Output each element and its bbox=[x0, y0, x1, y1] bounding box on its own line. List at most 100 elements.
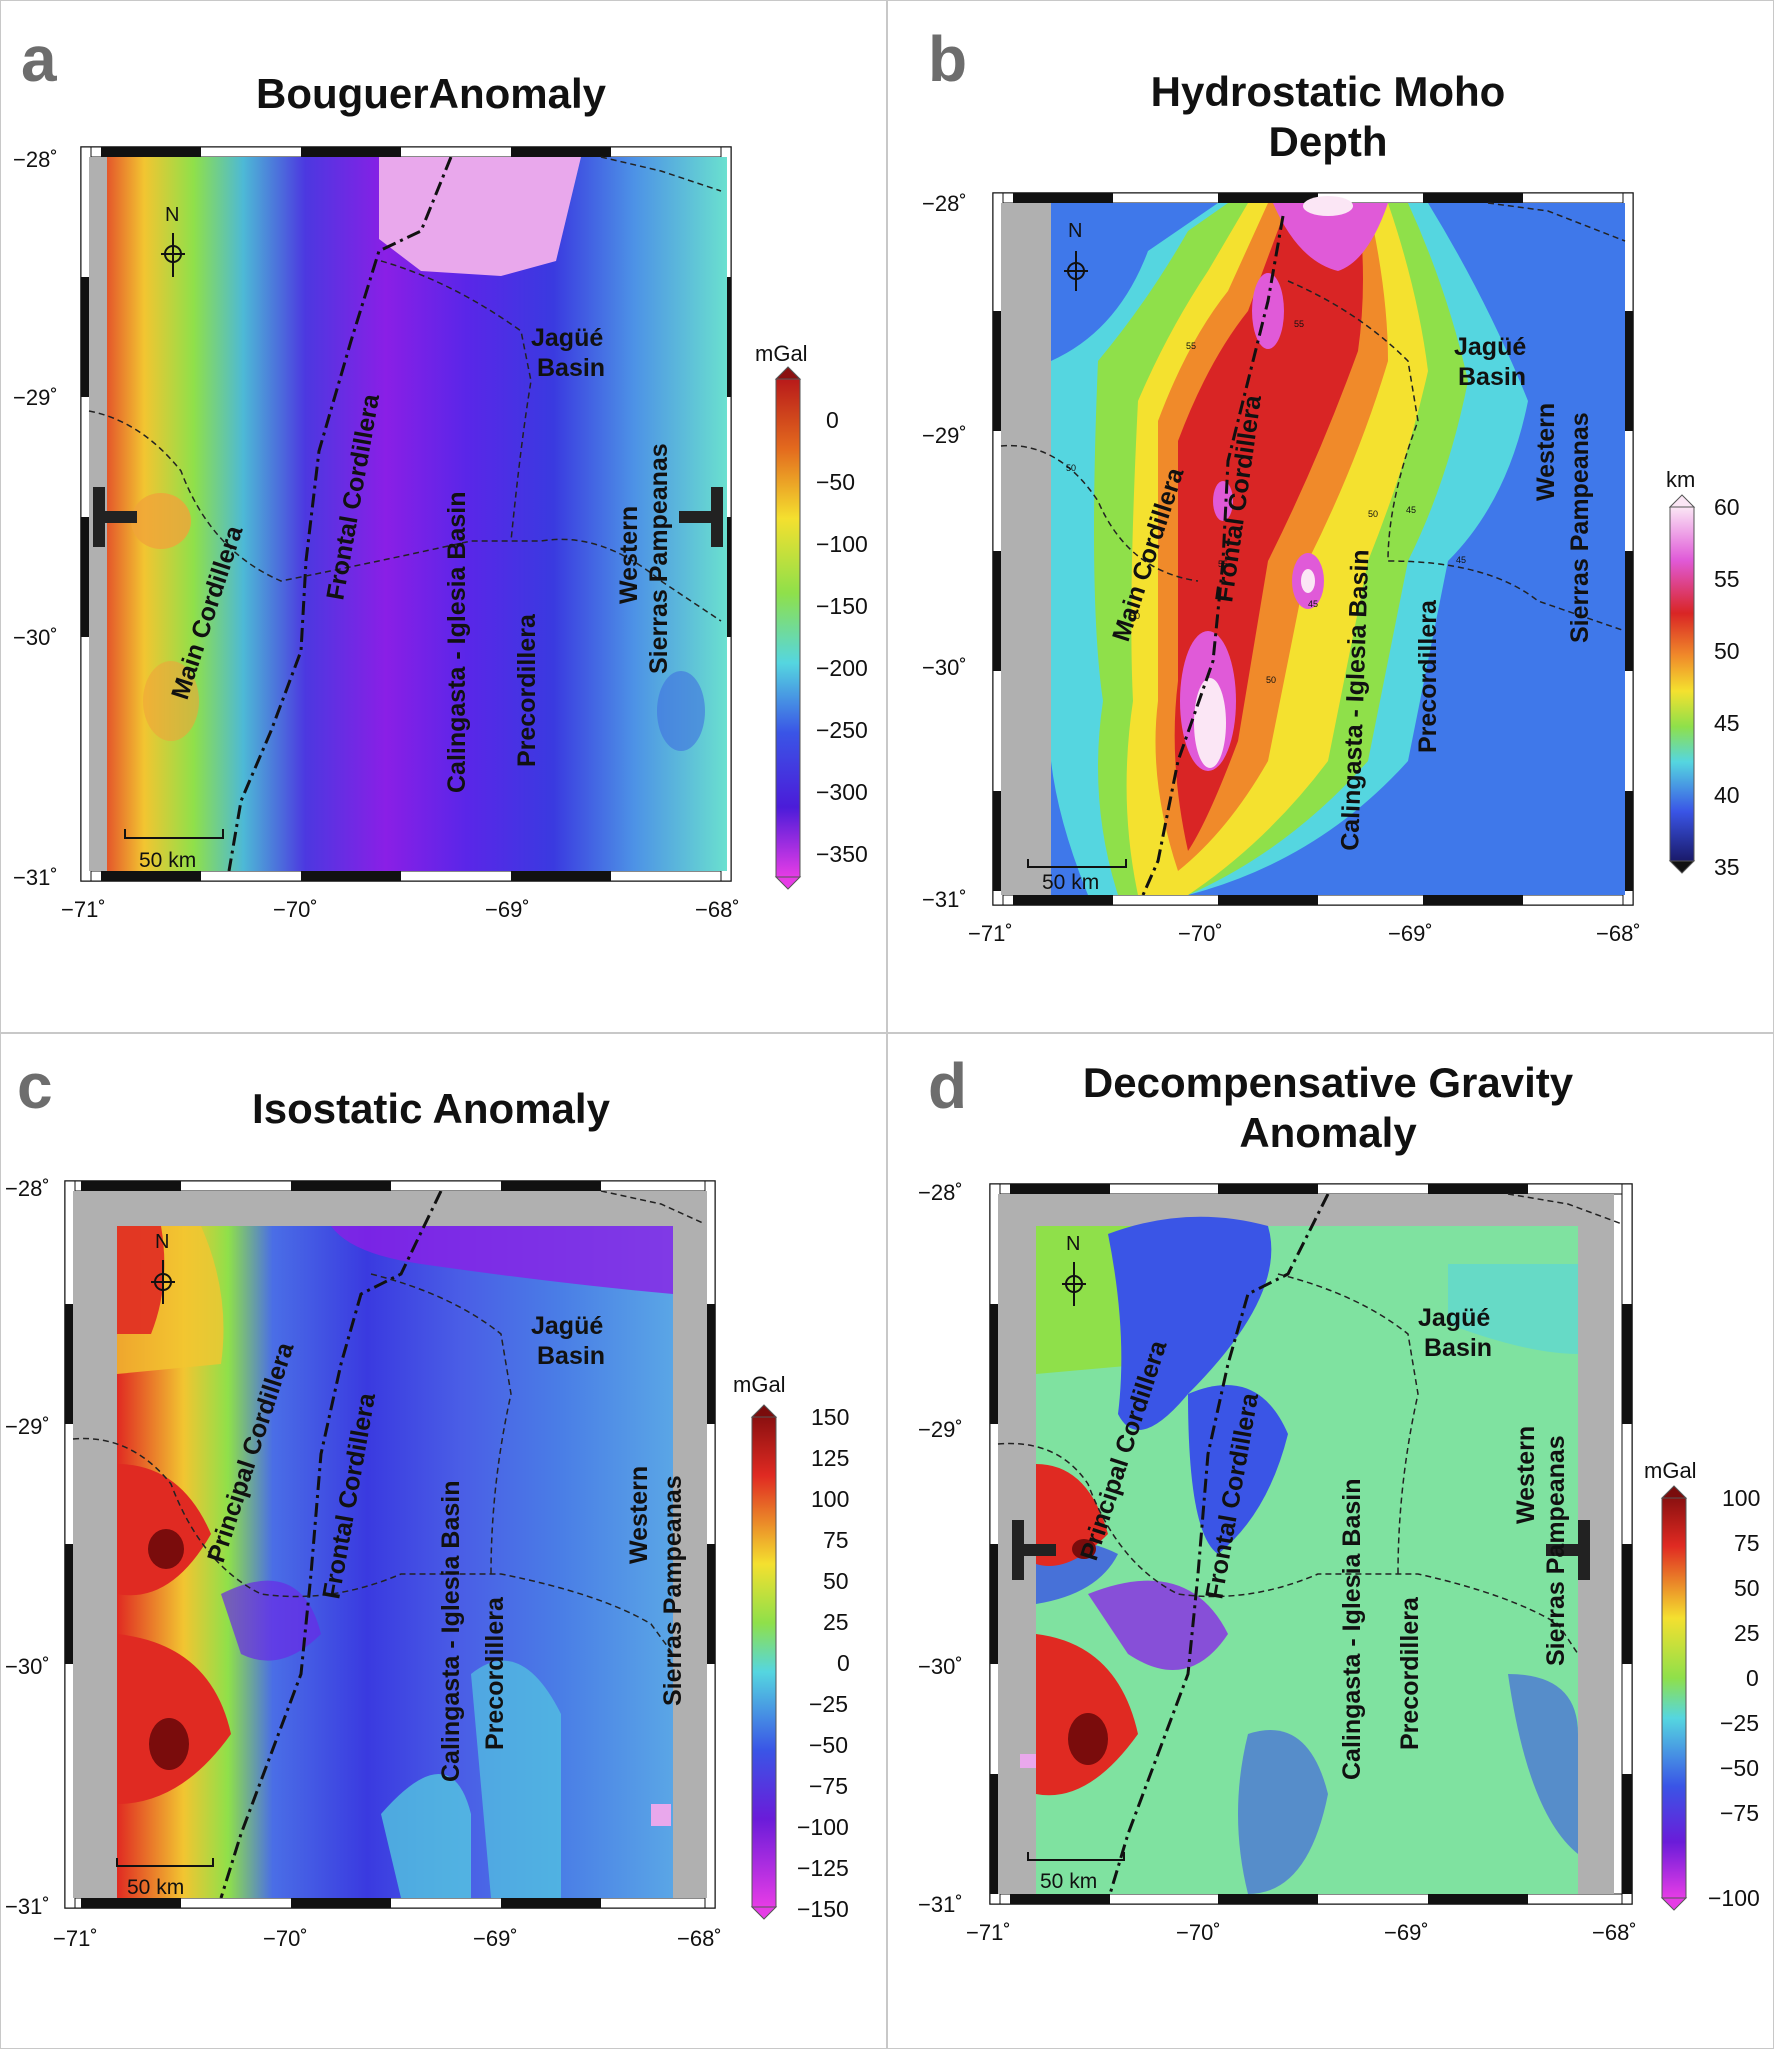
panel-d: d Decompensative Gravity Anomaly bbox=[887, 1033, 1774, 2049]
north-arrow-icon bbox=[1064, 251, 1088, 291]
lat-tick: −30˚ bbox=[922, 655, 967, 680]
lon-tick: −69˚ bbox=[485, 897, 530, 922]
label-precordillera: Precordillera bbox=[1396, 1596, 1424, 1750]
label-calingasta: Calingasta - Iglesia Basin bbox=[443, 492, 471, 794]
north-arrow-icon bbox=[151, 1260, 175, 1304]
lon-tick: −70˚ bbox=[1178, 921, 1223, 946]
label-jague: Jagüé bbox=[531, 324, 603, 352]
lat-tick: −28˚ bbox=[922, 191, 967, 216]
panel-title: Isostatic Anomaly bbox=[252, 1085, 610, 1132]
colorbar-label: −50 bbox=[809, 1732, 848, 1758]
label-basin: Basin bbox=[1458, 363, 1526, 391]
north-label: N bbox=[155, 1231, 169, 1253]
label-western: Western bbox=[1532, 403, 1560, 501]
lat-tick: −31˚ bbox=[5, 1894, 50, 1919]
lat-tick: −31˚ bbox=[922, 887, 967, 912]
colorbar-label: −25 bbox=[809, 1691, 848, 1717]
lon-tick: −69˚ bbox=[1388, 921, 1433, 946]
lon-tick: −70˚ bbox=[1176, 1920, 1221, 1945]
panel-a: a BouguerAnomaly bbox=[0, 0, 887, 1033]
colorbar-label: −150 bbox=[797, 1896, 849, 1922]
colorbar-label: −50 bbox=[1720, 1755, 1759, 1781]
colorbar-label: 60 bbox=[1714, 494, 1740, 520]
north-label: N bbox=[165, 204, 179, 226]
colorbar-label: 150 bbox=[811, 1404, 849, 1430]
label-sierras: Sierras Pampeanas bbox=[659, 1475, 687, 1706]
label-basin: Basin bbox=[537, 354, 605, 382]
lat-tick: −31˚ bbox=[918, 1892, 963, 1917]
panel-b: b Hydrostatic Moho Depth bbox=[887, 0, 1774, 1033]
colorbar-label: −75 bbox=[809, 1773, 848, 1799]
label-sierras: Sierras Pampeanas bbox=[1542, 1435, 1570, 1666]
colorbar-label: −75 bbox=[1720, 1800, 1759, 1826]
colorbar-label: 50 bbox=[1734, 1575, 1760, 1601]
colorbar-label: −150 bbox=[816, 593, 868, 619]
colorbar-label: 0 bbox=[837, 1650, 850, 1676]
colorbar-unit: mGal bbox=[755, 341, 808, 366]
lat-tick: −29˚ bbox=[922, 423, 967, 448]
panel-title-line-2: Depth bbox=[1268, 118, 1388, 165]
colorbar-unit: mGal bbox=[733, 1372, 786, 1397]
colorbar-label: 25 bbox=[1734, 1620, 1760, 1646]
panel-title-line-1: Hydrostatic Moho bbox=[1150, 68, 1506, 115]
contour-label: 55 bbox=[1218, 559, 1228, 569]
colorbar-label: −100 bbox=[1708, 1885, 1760, 1911]
lon-tick: −68˚ bbox=[695, 897, 740, 922]
colorbar bbox=[1668, 494, 1696, 874]
colorbar-label: 100 bbox=[811, 1486, 849, 1512]
lat-tick: −29˚ bbox=[918, 1417, 963, 1442]
colorbar-label: −200 bbox=[816, 655, 868, 681]
colorbar-label: −50 bbox=[816, 469, 855, 495]
colorbar-label: 75 bbox=[1734, 1530, 1760, 1556]
colorbar-label: 0 bbox=[1746, 1665, 1759, 1691]
lat-tick: −31˚ bbox=[13, 865, 58, 890]
panel-c: c Isostatic Anomaly bbox=[0, 1033, 887, 2049]
contour-label: 50 bbox=[1130, 611, 1140, 621]
contour-label: 50 bbox=[1368, 509, 1378, 519]
colorbar bbox=[1660, 1485, 1688, 1911]
label-western: Western bbox=[615, 506, 643, 604]
panel-title: BouguerAnomaly bbox=[255, 70, 607, 117]
label-western: Western bbox=[625, 1466, 653, 1564]
label-precordillera: Precordillera bbox=[513, 613, 541, 767]
north-label: N bbox=[1068, 220, 1082, 242]
colorbar-label: 100 bbox=[1722, 1485, 1760, 1511]
label-basin: Basin bbox=[537, 1342, 605, 1370]
colorbar-unit: km bbox=[1666, 467, 1695, 492]
label-jague: Jagüé bbox=[1418, 1304, 1490, 1332]
colorbar-label: 25 bbox=[823, 1609, 849, 1635]
panel-letter: b bbox=[928, 23, 968, 95]
panel-title-line-2: Anomaly bbox=[1239, 1109, 1417, 1156]
contour-label: 55 bbox=[1186, 341, 1196, 351]
contour-label: 55 bbox=[1294, 319, 1304, 329]
bouguer-anomaly-map: N 50 km Main Cordillera Frontal Cordille… bbox=[13, 146, 868, 922]
label-calingasta: Calingasta - Iglesia Basin bbox=[1338, 1479, 1366, 1781]
label-precordillera: Precordillera bbox=[1414, 599, 1442, 753]
colorbar-label: 50 bbox=[823, 1568, 849, 1594]
colorbar-label: 50 bbox=[1714, 638, 1740, 664]
label-jague: Jagüé bbox=[1454, 333, 1526, 361]
label-basin: Basin bbox=[1424, 1334, 1492, 1362]
lon-tick: −71˚ bbox=[968, 921, 1013, 946]
moho-depth-map: 55 55 50 45 45 50 45 55 50 50 N 50 km Ma… bbox=[922, 191, 1740, 946]
north-label: N bbox=[1066, 1233, 1080, 1255]
lat-tick: −30˚ bbox=[5, 1654, 50, 1679]
scale-label: 50 km bbox=[127, 1876, 184, 1899]
contour-label: 50 bbox=[1066, 463, 1076, 473]
lon-tick: −70˚ bbox=[263, 1926, 308, 1951]
lat-tick: −29˚ bbox=[5, 1414, 50, 1439]
label-jague: Jagüé bbox=[531, 1312, 603, 1340]
label-western: Western bbox=[1512, 1426, 1540, 1524]
colorbar-unit: mGal bbox=[1644, 1458, 1697, 1483]
lon-tick: −70˚ bbox=[273, 897, 318, 922]
colorbar-label: 75 bbox=[823, 1527, 849, 1553]
lon-tick: −69˚ bbox=[1384, 1920, 1429, 1945]
panel-letter: c bbox=[17, 1050, 53, 1122]
colorbar-label: −125 bbox=[797, 1855, 849, 1881]
lat-tick: −28˚ bbox=[918, 1180, 963, 1205]
decompensative-anomaly-map: N 50 km Principal Cordillera Frontal Cor… bbox=[918, 1180, 1760, 1945]
lon-tick: −68˚ bbox=[1596, 921, 1641, 946]
lon-tick: −71˚ bbox=[966, 1920, 1011, 1945]
colorbar-label: 45 bbox=[1714, 710, 1740, 736]
lon-tick: −68˚ bbox=[677, 1926, 722, 1951]
